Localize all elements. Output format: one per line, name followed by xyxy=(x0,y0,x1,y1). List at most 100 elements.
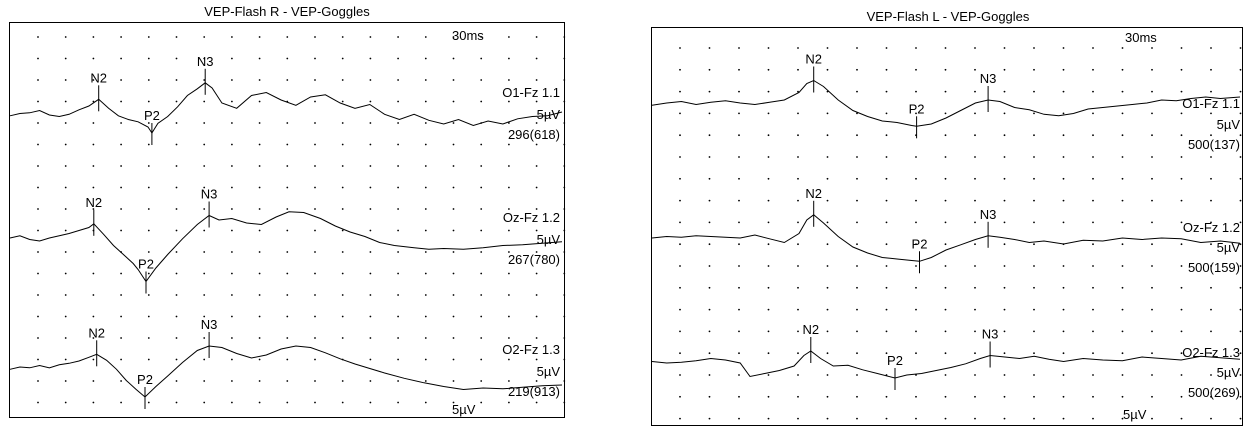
peak-label: N3 xyxy=(201,317,218,332)
grid-dot xyxy=(369,229,372,232)
grid-dot xyxy=(1210,243,1212,246)
grid-dot xyxy=(231,401,233,404)
timebase-label: 30ms xyxy=(452,28,484,43)
grid-dot xyxy=(369,79,372,81)
grid-dot xyxy=(1210,286,1212,289)
grid-dot xyxy=(797,417,799,420)
grid-dot xyxy=(480,294,483,296)
grid-dot xyxy=(1121,308,1124,311)
grid-dot xyxy=(535,294,538,296)
grid-dot xyxy=(974,395,976,398)
grid-dot xyxy=(341,57,344,60)
grid-dot xyxy=(1210,156,1212,158)
grid-dot xyxy=(424,79,427,81)
grid-dot xyxy=(1121,112,1124,115)
grid-dot xyxy=(175,79,178,81)
grid-dot xyxy=(92,208,95,210)
grid-dot xyxy=(767,330,770,333)
scale-label: 5µV xyxy=(452,402,476,417)
grid-dot xyxy=(1062,286,1065,289)
grid-dot xyxy=(885,47,888,49)
grid-dot xyxy=(452,294,455,296)
grid-dot xyxy=(679,286,681,289)
grid-dot xyxy=(1092,221,1094,224)
grid-dot xyxy=(1062,134,1065,137)
grid-dot xyxy=(1239,286,1242,289)
grid-dot xyxy=(1033,156,1035,158)
grid-dot xyxy=(1092,243,1094,246)
grid-dot xyxy=(679,47,681,49)
grid-dot xyxy=(1003,68,1006,71)
grid-dot xyxy=(92,143,95,146)
grid-dot xyxy=(397,401,399,404)
grid-dot xyxy=(120,79,122,81)
grid-dot xyxy=(885,330,888,333)
grid-dot xyxy=(203,100,206,103)
grid-dot xyxy=(535,272,538,275)
grid-dot xyxy=(826,243,829,246)
grid-dot xyxy=(826,68,829,71)
grid-dot xyxy=(708,265,711,267)
grid-dot xyxy=(974,286,976,289)
grid-dot xyxy=(974,352,976,355)
grid-dot xyxy=(535,401,538,404)
grid-dot xyxy=(1121,243,1124,246)
grid-dot xyxy=(314,122,316,124)
grid-dot xyxy=(203,186,206,189)
grid-dot xyxy=(369,100,372,103)
grid-dot xyxy=(1003,112,1006,115)
panel-flash-r: VEP-Flash R - VEP-Goggles 30ms 5µV O1-Fz… xyxy=(9,4,566,418)
grid-dot xyxy=(1121,374,1124,376)
grid-dot xyxy=(797,199,799,202)
grid-dot xyxy=(856,308,858,311)
grid-dot xyxy=(508,272,510,275)
grid-dot xyxy=(944,199,947,202)
plot-frame xyxy=(651,27,1243,426)
grid-dot xyxy=(535,36,538,38)
grid-dot xyxy=(826,308,829,311)
scale-label: 5µV xyxy=(1123,407,1147,422)
grid-dot xyxy=(424,143,427,146)
grid-dot xyxy=(885,243,888,246)
grid-dot xyxy=(286,272,289,275)
grid-dot xyxy=(203,208,206,210)
grid-dot xyxy=(1003,156,1006,158)
panel-flash-l: VEP-Flash L - VEP-Goggles 30ms 5µV O1-Fz… xyxy=(651,9,1243,426)
grid-dot xyxy=(767,243,770,246)
grid-dot xyxy=(797,112,799,115)
grid-dot xyxy=(37,57,39,60)
grid-dot xyxy=(369,36,372,38)
grid-dot xyxy=(147,251,150,253)
grid-dot xyxy=(369,122,372,124)
peak-label: P2 xyxy=(909,101,925,116)
grid-dot xyxy=(797,265,799,267)
grid-dot xyxy=(767,68,770,71)
grid-dot xyxy=(885,68,888,71)
grid-dot xyxy=(738,243,740,246)
peak-label: P2 xyxy=(137,372,153,387)
grid-dot xyxy=(286,315,289,318)
grid-dot xyxy=(64,143,67,146)
grid-dot xyxy=(452,272,455,275)
grid-dot xyxy=(974,199,976,202)
timebase-label: 30ms xyxy=(1125,30,1157,45)
grid-dot xyxy=(885,156,888,158)
grid-dot xyxy=(203,401,206,404)
grid-dot xyxy=(1239,395,1242,398)
grid-dot xyxy=(1092,352,1094,355)
grid-dot xyxy=(915,177,917,180)
grid-dot xyxy=(64,208,67,210)
grid-dot xyxy=(231,100,233,103)
grid-dot xyxy=(826,177,829,180)
grid-dot xyxy=(341,165,344,167)
grid-dot xyxy=(341,143,344,146)
grid-dot xyxy=(1033,265,1035,267)
grid-dot xyxy=(175,272,178,275)
grid-dot xyxy=(767,374,770,376)
grid-dot xyxy=(508,251,510,253)
grid-dot xyxy=(1151,90,1153,93)
grid-dot xyxy=(258,380,261,382)
grid-dot xyxy=(231,358,233,361)
peak-label: N2 xyxy=(85,195,102,210)
grid-dot xyxy=(679,112,681,115)
